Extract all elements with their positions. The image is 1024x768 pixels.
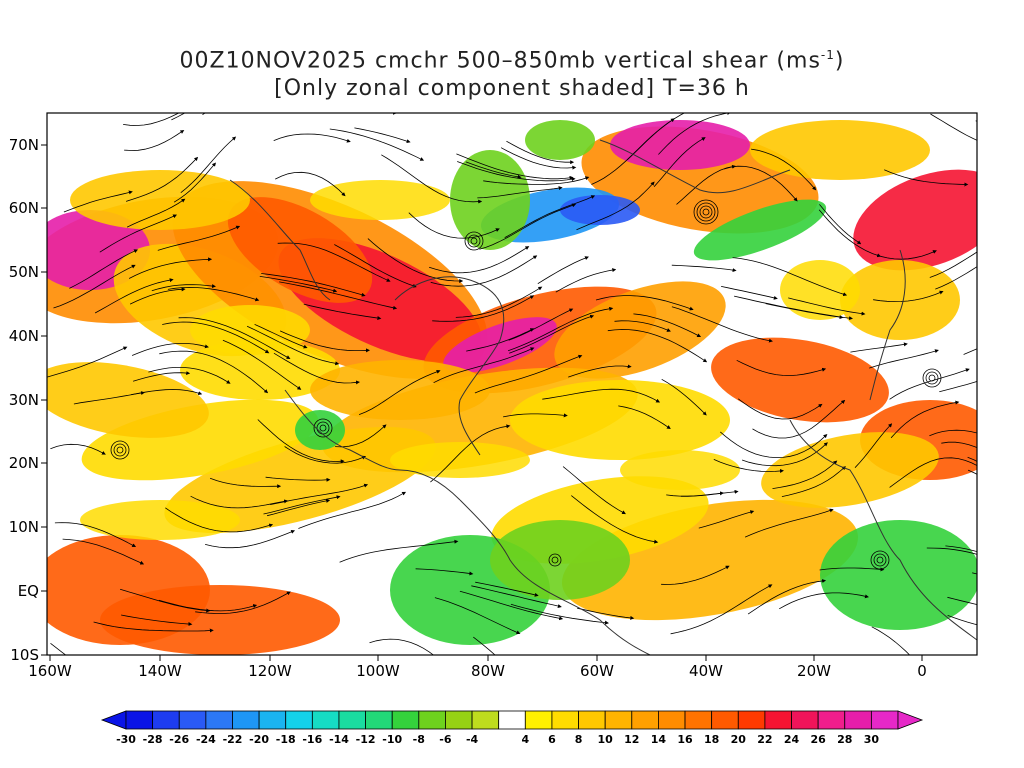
colorbar-label: 22	[757, 733, 772, 746]
colorbar-swatch	[498, 710, 526, 730]
colorbar-swatch	[365, 710, 393, 730]
map-frame	[46, 112, 978, 656]
lon-label: 100W	[356, 662, 400, 680]
colorbar-swatch	[737, 710, 766, 730]
colorbar-swatch	[764, 710, 792, 730]
lat-label: EQ	[18, 582, 39, 600]
colorbar-swatch	[604, 710, 633, 730]
colorbar-swatch	[524, 710, 553, 730]
colorbar-label: 10	[598, 733, 614, 746]
colorbar-swatch	[338, 710, 366, 730]
colorbar-label: -24	[196, 733, 216, 746]
colorbar-swatch	[152, 710, 180, 730]
lon-label: 20W	[797, 662, 831, 680]
lat-label: 30N	[9, 391, 39, 409]
colorbar-label: 18	[704, 733, 719, 746]
colorbar-swatch	[311, 710, 340, 730]
lon-label: 0	[917, 662, 927, 680]
colorbar-label: -10	[382, 733, 402, 746]
colorbar-label: -14	[329, 733, 349, 746]
colorbar-label: 26	[810, 733, 826, 746]
map-title-line-2: [Only zonal component shaded] T=36 h	[274, 76, 750, 101]
colorbar-swatch	[471, 710, 500, 730]
colorbar-swatch	[658, 710, 686, 730]
colorbar-label: 12	[624, 733, 639, 746]
colorbar-swatch	[178, 710, 207, 730]
lat-label: 10S	[10, 646, 39, 664]
colorbar-swatch	[205, 710, 233, 730]
colorbar-swatch	[791, 710, 819, 730]
lon-label: 160W	[28, 662, 72, 680]
colorbar-label: -18	[276, 733, 296, 746]
colorbar-swatch	[232, 710, 260, 730]
colorbar-label: 28	[837, 733, 852, 746]
colorbar-label: 4	[521, 733, 529, 746]
colorbar-label: 16	[677, 733, 693, 746]
colorbar-label: -20	[249, 733, 269, 746]
colorbar-label: -8	[413, 733, 425, 746]
colorbar-swatch	[418, 710, 446, 730]
colorbar-swatch	[391, 710, 420, 730]
streamlines	[47, 113, 977, 655]
colorbar-label: 6	[548, 733, 556, 746]
colorbar-label: -12	[356, 733, 376, 746]
colorbar-label: -26	[169, 733, 189, 746]
colorbar-swatch	[125, 710, 154, 730]
lat-label: 40N	[9, 327, 39, 345]
colorbar-swatch	[285, 710, 313, 730]
lat-label: 70N	[9, 136, 39, 154]
colorbar: -30 -28 -26 -24 -22 -20 -18 -16 -14 -12 -10 -8 -6 -4 4…	[100, 710, 924, 746]
colorbar-swatch	[631, 710, 659, 730]
colorbar-swatch	[870, 710, 899, 730]
lat-label: 20N	[9, 454, 39, 472]
colorbar-swatch	[684, 710, 713, 730]
colorbar-extend-low	[100, 710, 127, 730]
colorbar-label: -4	[466, 733, 479, 746]
colorbar-swatch	[844, 710, 872, 730]
lat-label: 50N	[9, 263, 39, 281]
lon-label: 120W	[248, 662, 292, 680]
colorbar-label: -6	[439, 733, 452, 746]
shear-shading	[47, 120, 977, 655]
lon-label: 140W	[138, 662, 182, 680]
colorbar-label: -16	[302, 733, 322, 746]
colorbar-swatch	[817, 710, 846, 730]
colorbar-label: 8	[575, 733, 583, 746]
colorbar-swatch	[258, 710, 287, 730]
colorbar-swatch	[445, 710, 473, 730]
lat-label: 60N	[9, 199, 39, 217]
colorbar-swatch	[578, 710, 606, 730]
colorbar-label: 20	[731, 733, 747, 746]
colorbar-swatch	[711, 710, 739, 730]
colorbar-label: 14	[651, 733, 667, 746]
lon-label: 80W	[471, 662, 505, 680]
colorbar-extend-high	[897, 710, 924, 730]
colorbar-label: -22	[223, 733, 243, 746]
colorbar-label: 24	[784, 733, 800, 746]
map-title-line-1: 00Z10NOV2025 cmchr 500–850mb vertical sh…	[179, 48, 845, 74]
colorbar-label: -30	[116, 733, 136, 746]
colorbar-label: 30	[864, 733, 880, 746]
lat-label: 10N	[9, 518, 39, 536]
coastlines	[229, 139, 977, 655]
lon-label: 60W	[580, 662, 614, 680]
lon-label: 40W	[689, 662, 723, 680]
colorbar-label: -28	[143, 733, 163, 746]
colorbar-swatch	[551, 710, 579, 730]
